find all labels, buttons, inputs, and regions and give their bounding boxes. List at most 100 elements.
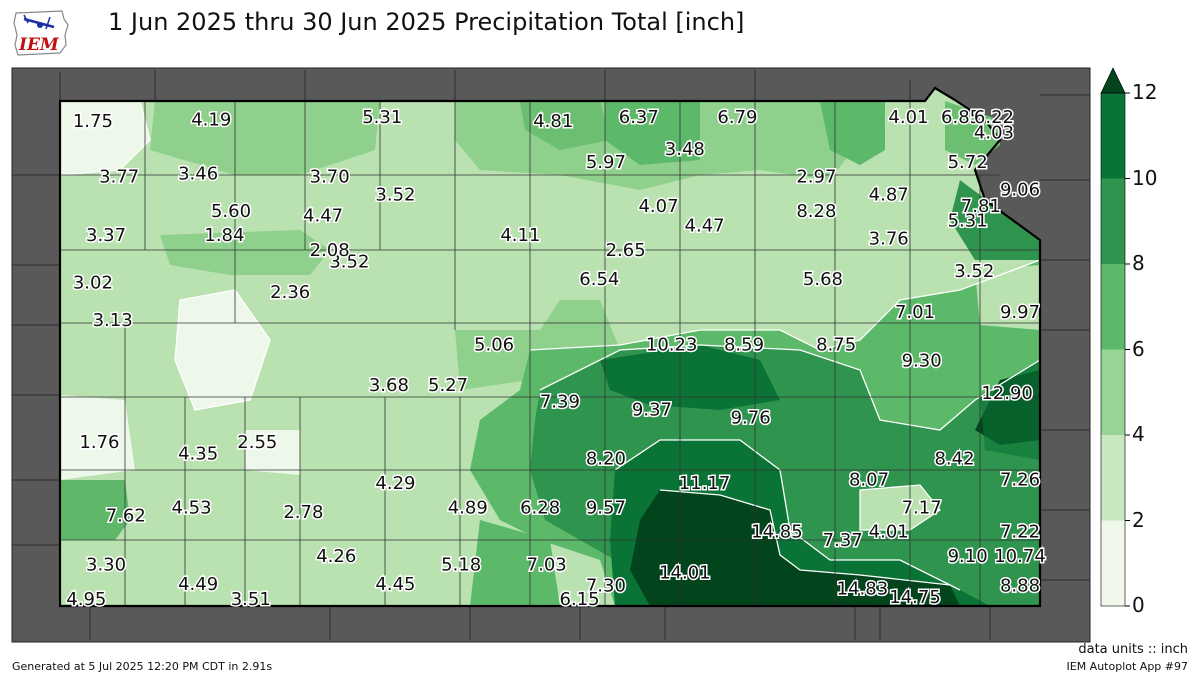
value-label: 7.81: [961, 196, 1001, 217]
value-label: 8.20: [586, 448, 626, 469]
value-label: 14.01: [659, 562, 711, 583]
app-label: IEM Autoplot App #97: [1066, 660, 1189, 673]
value-label: 7.37: [823, 530, 863, 551]
value-label: 4.19: [191, 110, 231, 131]
value-label: 3.37: [86, 225, 126, 246]
value-label: 6.54: [579, 269, 619, 290]
value-label: 14.75: [889, 587, 941, 608]
value-label: 8.59: [724, 334, 764, 355]
value-label: 9.76: [731, 408, 771, 429]
value-label: 7.22: [1000, 522, 1040, 543]
value-label: 5.27: [428, 375, 468, 396]
value-label: 3.76: [869, 228, 909, 249]
colorbar-tick-label: 6: [1132, 336, 1145, 361]
value-label: 4.01: [888, 107, 928, 128]
value-label: 7.26: [1000, 470, 1040, 491]
value-label: 3.46: [178, 163, 218, 184]
neighbor-lines: [12, 70, 1090, 640]
value-label: 6.79: [717, 107, 757, 128]
map-title: 1 Jun 2025 thru 30 Jun 2025 Precipitatio…: [108, 8, 745, 36]
value-label: 10.74: [994, 546, 1046, 567]
value-label: 4.07: [638, 196, 678, 217]
value-label: 9.57: [586, 497, 626, 518]
units-label: data units :: inch: [1078, 642, 1188, 657]
value-label: 4.47: [303, 206, 343, 227]
value-label: 8.28: [796, 201, 836, 222]
value-label: 3.48: [665, 139, 705, 160]
value-label: 2.36: [270, 282, 310, 303]
value-label: 3.77: [99, 167, 139, 188]
value-label: 7.39: [540, 391, 580, 412]
value-label: 6.28: [520, 497, 560, 518]
value-label: 4.35: [178, 444, 218, 465]
value-label: 9.37: [632, 400, 672, 421]
value-label: 7.62: [106, 505, 146, 526]
value-label: 6.22: [974, 107, 1014, 128]
value-label: 4.45: [375, 574, 415, 595]
value-label: 7.17: [902, 497, 942, 518]
value-label: 8.42: [934, 448, 974, 469]
value-label: 2.97: [796, 167, 836, 188]
colorbar-segment: [1101, 435, 1125, 521]
value-label: 4.53: [172, 497, 212, 518]
value-label: 9.06: [1000, 180, 1040, 201]
colorbar-segment: [1101, 93, 1125, 179]
colorbar-segment: [1101, 520, 1125, 606]
value-label: 4.89: [448, 497, 488, 518]
value-label: 4.01: [869, 522, 909, 543]
value-label: 8.75: [816, 334, 856, 355]
value-label: 3.13: [93, 310, 133, 331]
colorbar-segment: [1101, 264, 1125, 350]
value-label: 9.10: [948, 546, 988, 567]
value-label: 4.81: [533, 111, 573, 132]
value-label: 6.15: [560, 589, 600, 610]
contour-lines: [59, 100, 1041, 591]
value-label: 5.60: [211, 201, 251, 222]
value-label: 5.31: [948, 211, 988, 232]
value-label: 2.08: [310, 240, 350, 261]
value-label: 1.76: [79, 432, 119, 453]
value-label: 3.52: [954, 261, 994, 282]
value-label: 1.84: [204, 225, 244, 246]
county-lines: [60, 101, 1040, 606]
value-label: 5.31: [362, 107, 402, 128]
colorbar-tick-label: 10: [1132, 165, 1158, 190]
value-label: 3.52: [329, 251, 369, 272]
value-label: 2.65: [606, 240, 646, 261]
value-label: 5.97: [586, 152, 626, 173]
value-label: 4.95: [66, 589, 106, 610]
generated-label: Generated at 5 Jul 2025 12:20 PM CDT in …: [12, 660, 273, 673]
value-label: 9.30: [902, 351, 942, 372]
value-label: 10.23: [646, 334, 698, 355]
value-label: 1.75: [73, 111, 113, 132]
value-label: 11.17: [679, 473, 731, 494]
value-label: 4.26: [316, 546, 356, 567]
value-label: 5.18: [441, 554, 481, 575]
value-label: 4.11: [500, 225, 540, 246]
colorbar-segment: [1101, 349, 1125, 435]
value-label: 6.37: [619, 107, 659, 128]
colorbar-extend-arrow: [1100, 67, 1126, 94]
value-label: 3.52: [375, 184, 415, 205]
value-label: 14.83: [837, 579, 889, 600]
value-label: 3.02: [73, 272, 113, 293]
value-label: 5.68: [803, 269, 843, 290]
value-label: 6.85: [941, 107, 981, 128]
value-label: 3.51: [231, 589, 271, 610]
value-label: 7.03: [527, 554, 567, 575]
value-label: 4.87: [869, 184, 909, 205]
value-label: 3.30: [86, 554, 126, 575]
value-label: 4.47: [685, 215, 725, 236]
value-label: 4.49: [178, 574, 218, 595]
iem-logo[interactable]: IEM: [10, 5, 72, 59]
logo-text: IEM: [19, 35, 59, 55]
value-label: 8.07: [849, 470, 889, 491]
colorbar: [1100, 67, 1130, 607]
kansas-border: [58, 86, 1042, 608]
value-label: 9.97: [1000, 302, 1040, 323]
value-label: 14.85: [751, 522, 803, 543]
colorbar-tick-label: 4: [1132, 422, 1145, 446]
colorbar-tick-label: 8: [1132, 251, 1145, 275]
value-label: 5.72: [948, 152, 988, 173]
